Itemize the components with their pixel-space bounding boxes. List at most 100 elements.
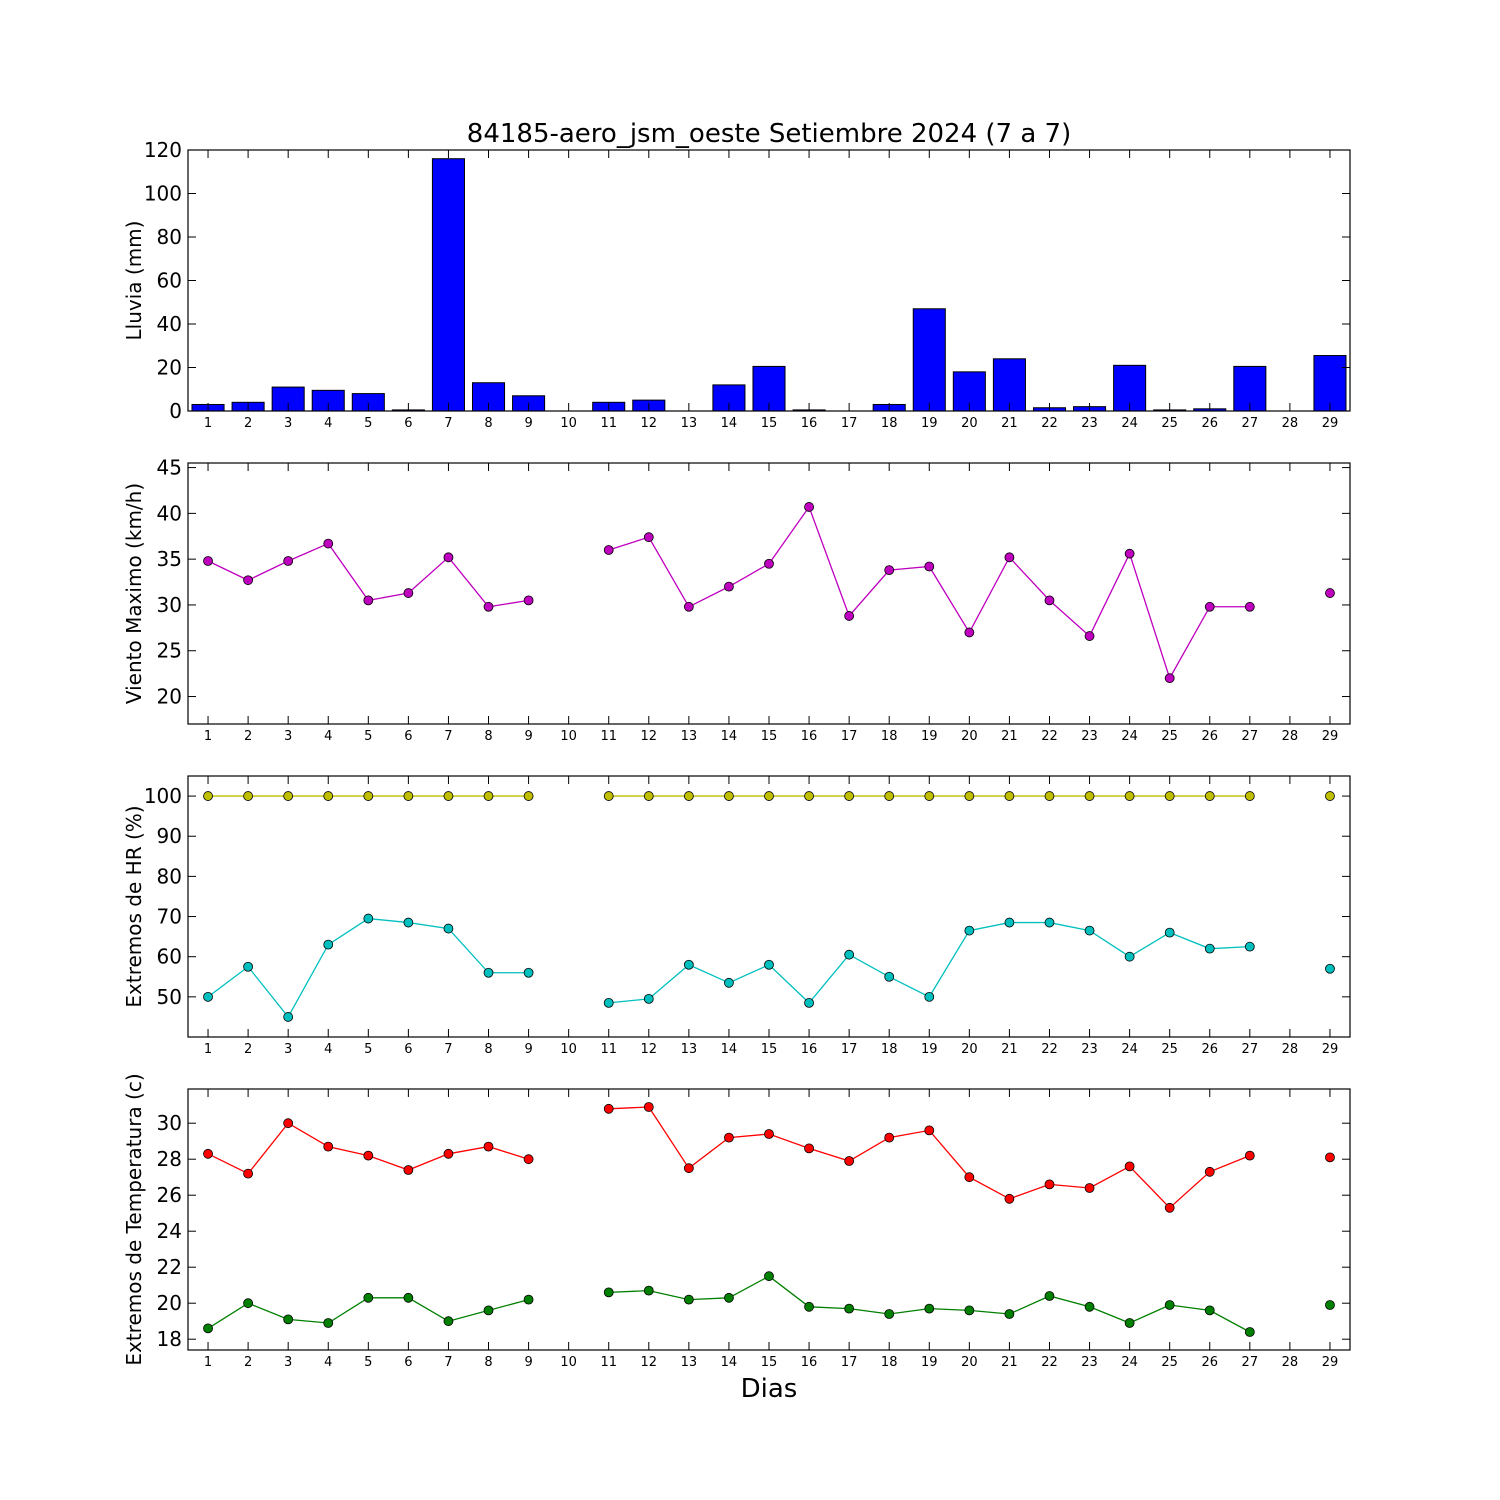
xtick-label: 19 <box>921 729 938 744</box>
data-point-2-1-day-3 <box>283 556 294 566</box>
data-point-3-2-day-22 <box>1044 917 1055 928</box>
xtick-label: 9 <box>524 1355 532 1370</box>
data-point-3-1-day-29 <box>1325 791 1335 801</box>
data-point-3-1-day-20 <box>964 791 975 801</box>
data-point-3-1-day-3 <box>283 791 294 801</box>
xtick-label: 3 <box>284 1355 292 1370</box>
xtick-label: 28 <box>1282 1355 1299 1370</box>
data-point-4-2-day-15 <box>764 1271 774 1282</box>
xtick-label: 25 <box>1161 729 1178 744</box>
data-point-3-2-day-9 <box>523 967 534 978</box>
data-point-4-2-day-11 <box>603 1287 614 1298</box>
xtick-label: 23 <box>1081 729 1098 744</box>
xtick-label: 26 <box>1201 1355 1218 1370</box>
data-point-3-1-day-16 <box>804 791 814 801</box>
data-point-2-1-day-24 <box>1124 548 1135 559</box>
data-point-3-2-day-2 <box>243 961 254 972</box>
data-point-4-2-day-8 <box>483 1305 494 1316</box>
data-point-3-1-day-13 <box>683 791 694 801</box>
xtick-label: 21 <box>1001 1355 1018 1370</box>
data-point-4-1-day-1 <box>203 1148 213 1159</box>
data-point-4-1-day-12 <box>643 1102 654 1112</box>
data-point-4-2-day-12 <box>643 1285 654 1296</box>
xtick-label: 26 <box>1201 1042 1218 1057</box>
data-point-4-1-day-25 <box>1164 1202 1175 1213</box>
xtick-label: 13 <box>681 416 698 431</box>
data-point-2-1-day-20 <box>964 627 975 638</box>
data-point-4-2-day-14 <box>724 1292 734 1303</box>
xtick-label: 6 <box>404 1355 412 1370</box>
data-point-2-1-day-23 <box>1084 631 1095 641</box>
ytick-label: 40 <box>157 312 182 336</box>
data-point-2-1-day-8 <box>483 601 494 612</box>
ytick-label: 120 <box>144 138 182 162</box>
data-point-4-1-day-27 <box>1244 1150 1255 1161</box>
xtick-label: 13 <box>681 1355 698 1370</box>
data-point-4-1-day-21 <box>1004 1193 1015 1204</box>
xtick-label: 14 <box>721 1042 738 1057</box>
data-point-3-1-day-27 <box>1244 791 1255 801</box>
data-point-4-2-day-23 <box>1084 1301 1095 1312</box>
data-point-3-1-day-11 <box>603 791 614 801</box>
data-point-4-1-day-2 <box>243 1168 254 1179</box>
data-point-3-1-day-17 <box>844 791 855 801</box>
xtick-label: 15 <box>761 416 778 431</box>
ytick-label: 80 <box>157 225 182 249</box>
xtick-label: 8 <box>484 729 492 744</box>
xtick-label: 2 <box>244 1042 252 1057</box>
xtick-label: 12 <box>641 1355 658 1370</box>
data-point-2-1-day-14 <box>724 581 734 592</box>
data-point-4-2-day-3 <box>283 1314 294 1325</box>
xtick-label: 17 <box>841 729 858 744</box>
data-point-4-2-day-6 <box>403 1292 414 1303</box>
data-point-3-1-day-2 <box>243 791 254 801</box>
data-point-3-1-day-6 <box>403 791 414 801</box>
xtick-label: 16 <box>801 1355 818 1370</box>
rain-bar-day-21 <box>992 358 1026 412</box>
xtick-label: 20 <box>961 416 978 431</box>
xtick-label: 18 <box>881 1042 898 1057</box>
data-point-4-1-day-20 <box>964 1172 975 1183</box>
y-axis-label-3: Extremos de HR (%) <box>122 805 146 1007</box>
data-point-2-1-day-7 <box>443 552 454 563</box>
ytick-label: 100 <box>144 784 182 808</box>
data-point-3-1-day-24 <box>1124 791 1135 801</box>
data-point-4-1-day-6 <box>403 1165 414 1175</box>
xtick-label: 12 <box>641 416 658 431</box>
xtick-label: 24 <box>1121 1355 1138 1370</box>
xtick-label: 7 <box>444 1355 452 1370</box>
xtick-label: 19 <box>921 1042 938 1057</box>
data-point-2-1-day-12 <box>643 532 654 543</box>
data-point-3-2-day-20 <box>964 925 975 936</box>
xtick-label: 10 <box>560 729 577 744</box>
ytick-label: 0 <box>169 399 182 423</box>
ytick-label: 30 <box>157 1111 182 1135</box>
ytick-label: 22 <box>157 1255 182 1279</box>
data-point-4-1-day-19 <box>924 1125 935 1136</box>
data-point-4-2-day-9 <box>523 1294 534 1305</box>
data-point-2-1-day-22 <box>1044 595 1055 606</box>
xtick-label: 28 <box>1282 416 1299 431</box>
data-point-4-2-day-16 <box>804 1301 814 1312</box>
ytick-label: 25 <box>157 639 182 663</box>
y-axis-label-1: Lluvia (mm) <box>122 221 146 341</box>
data-point-3-1-day-25 <box>1164 791 1175 801</box>
data-point-4-2-day-18 <box>884 1309 895 1319</box>
xtick-label: 23 <box>1081 1042 1098 1057</box>
xtick-label: 29 <box>1322 1042 1339 1057</box>
data-point-4-1-day-26 <box>1204 1166 1215 1177</box>
data-point-3-1-day-4 <box>323 791 334 801</box>
xtick-label: 9 <box>524 729 532 744</box>
xtick-label: 23 <box>1081 1355 1098 1370</box>
xtick-label: 16 <box>801 1042 818 1057</box>
xtick-label: 2 <box>244 1355 252 1370</box>
data-point-2-1-day-13 <box>683 601 694 612</box>
data-point-4-1-day-13 <box>683 1163 694 1174</box>
xtick-label: 10 <box>560 416 577 431</box>
